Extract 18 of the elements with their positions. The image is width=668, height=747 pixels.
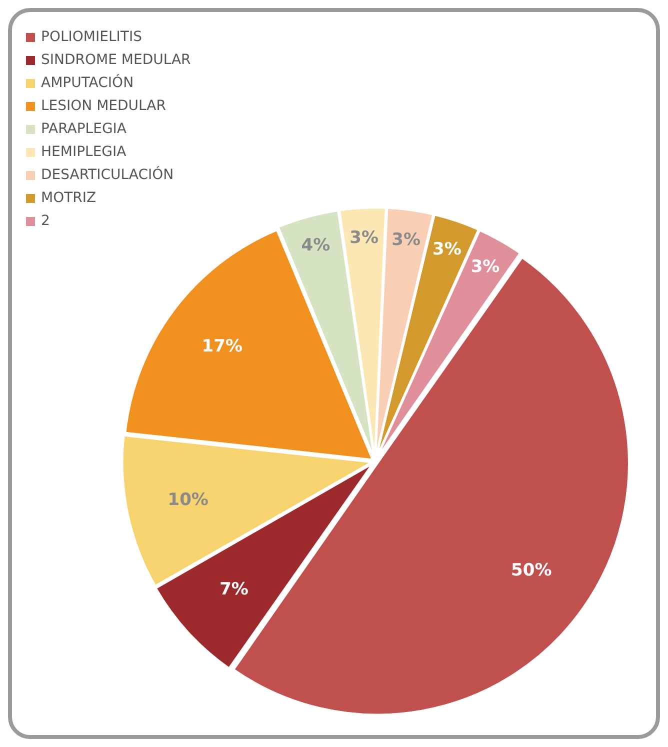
legend-label: POLIOMIELITIS: [41, 28, 142, 47]
legend-label: LESION MEDULAR: [41, 97, 166, 116]
legend-label: 2: [41, 212, 50, 231]
legend-label: MOTRIZ: [41, 189, 96, 208]
data-label: 7%: [220, 580, 248, 600]
legend-label: AMPUTACIÓN: [41, 73, 134, 93]
data-label: 3%: [350, 228, 379, 248]
data-label: 3%: [392, 230, 421, 250]
data-label: 3%: [432, 240, 462, 260]
legend-label: HEMIPLEGIA: [41, 143, 126, 162]
legend-label: DESARTICULACIÓN: [41, 165, 174, 185]
data-label: 4%: [301, 236, 330, 256]
legend-label: SINDROME MEDULAR: [41, 51, 191, 70]
data-label: 3%: [470, 256, 500, 277]
legend-label: PARAPLEGIA: [41, 120, 127, 139]
data-label: 10%: [168, 490, 208, 510]
data-label: 17%: [202, 336, 242, 357]
data-label: 50%: [511, 560, 552, 580]
